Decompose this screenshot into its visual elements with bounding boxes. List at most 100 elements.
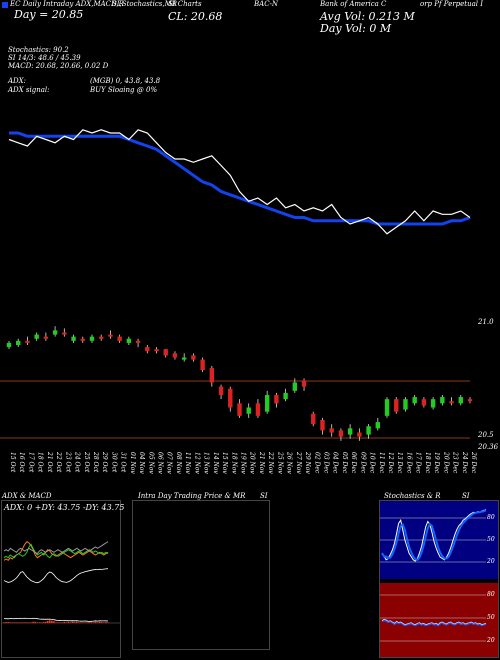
- macd-histogram: [3, 617, 109, 623]
- macd-bar: [36, 622, 39, 623]
- candle: [52, 326, 58, 337]
- candle-body: [80, 338, 85, 341]
- candle: [347, 424, 353, 439]
- macd-bar: [105, 622, 107, 623]
- candle-body: [274, 395, 279, 404]
- header-line1-right2: orp Pf Perpetual I: [420, 0, 484, 8]
- macd-bar: [57, 622, 59, 623]
- candle: [172, 351, 178, 360]
- date-tick-label: 21 Oct: [46, 451, 53, 473]
- candle: [467, 397, 473, 404]
- intraday-mrsi-panel: [132, 500, 270, 650]
- stoch-level-label-20: 20: [487, 558, 495, 565]
- candle: [237, 399, 242, 418]
- candle-body: [200, 359, 205, 370]
- candle-body: [403, 399, 408, 410]
- candle: [145, 345, 150, 354]
- macd-bar: [65, 622, 68, 623]
- date-tick-label: 31 Oct: [120, 452, 127, 473]
- candle-body: [117, 336, 122, 341]
- macd-bar: [90, 622, 93, 623]
- macd-bar: [44, 621, 47, 623]
- header-line1-left: EC Daily Intraday ADX,MACD,R: [10, 0, 124, 8]
- candle-body: [375, 422, 380, 429]
- macd-bar: [21, 622, 24, 623]
- macd-bar: [7, 622, 9, 623]
- candle-body: [237, 403, 242, 416]
- macd-bar: [15, 622, 18, 623]
- candle-body: [209, 367, 215, 383]
- candle: [311, 411, 316, 427]
- rsi-level-label-80: 80: [487, 591, 495, 598]
- candle: [375, 417, 380, 431]
- candle: [218, 384, 224, 400]
- macd-bar: [61, 622, 64, 623]
- date-tick-label: 17 Oct: [27, 452, 34, 473]
- macd-line: [3, 617, 109, 622]
- candle-body: [191, 355, 196, 360]
- candle: [62, 328, 67, 337]
- candle-body: [126, 338, 132, 343]
- candle: [191, 353, 196, 362]
- candle-body: [163, 349, 168, 356]
- macd-bar: [80, 622, 82, 623]
- candle-body: [154, 349, 159, 352]
- candle-body: [6, 342, 12, 348]
- candle-layer: [6, 326, 473, 441]
- rsi-line: [381, 618, 487, 627]
- candle: [338, 428, 344, 441]
- macd-bar: [71, 621, 74, 623]
- header-line1-mid2: SI Charts: [168, 0, 202, 8]
- macd-bar: [46, 620, 49, 623]
- date-tick-label: 01 Nov: [129, 452, 136, 474]
- date-tick-label: 04 Nov: [138, 452, 145, 474]
- candle-body: [292, 382, 298, 391]
- date-tick-label: 16 Oct: [18, 452, 25, 473]
- macd-bar: [28, 622, 30, 623]
- date-tick-label: 12 Dec: [387, 452, 394, 474]
- avg-vol: Avg Vol: 0.213 M: [320, 10, 415, 23]
- candle: [181, 353, 187, 362]
- candle: [108, 330, 113, 339]
- date-tick-label: 23 Dec: [452, 451, 459, 474]
- stoch-panel-title: Stochastics & R: [384, 492, 441, 500]
- adx-panel-title: ADX & MACD: [2, 492, 52, 500]
- macd-bar: [24, 622, 26, 623]
- date-tick-label: 06 Dec: [350, 452, 357, 474]
- date-tick-label: 19 Dec: [433, 452, 440, 474]
- candle-body: [366, 426, 371, 435]
- macd-bar: [67, 621, 70, 623]
- date-tick-label: 08 Nov: [175, 452, 182, 474]
- date-tick-label: 21 Nov: [258, 451, 265, 474]
- macd-bar: [86, 622, 88, 623]
- candle: [292, 378, 298, 393]
- candle: [228, 386, 233, 412]
- stoch-panel-title2: SI: [462, 492, 470, 500]
- candle: [209, 365, 215, 387]
- macd-bar: [19, 622, 22, 623]
- candle-body: [108, 334, 113, 337]
- candle: [449, 397, 454, 406]
- candle-body: [412, 397, 417, 404]
- candle-body: [394, 399, 399, 412]
- macd-bar: [55, 622, 57, 623]
- macd-bar: [42, 622, 45, 623]
- candle: [384, 397, 390, 418]
- adx-line: [3, 541, 109, 555]
- close-label: CL: 20.68: [168, 10, 223, 23]
- candle-body: [71, 336, 76, 341]
- candle: [264, 390, 270, 414]
- candle-body: [246, 407, 251, 414]
- candle-body: [320, 420, 325, 431]
- price-label-top: 21.0: [478, 318, 494, 326]
- rsi-lines: [381, 618, 487, 627]
- candle: [412, 395, 417, 406]
- candle-body: [43, 336, 49, 339]
- candle: [458, 395, 463, 406]
- candle: [366, 424, 371, 439]
- candle-body: [329, 428, 334, 433]
- price-label-mid: 20.5: [478, 431, 494, 439]
- candle: [200, 357, 205, 373]
- candle-body: [89, 336, 95, 341]
- stoch-k-line: [381, 509, 487, 562]
